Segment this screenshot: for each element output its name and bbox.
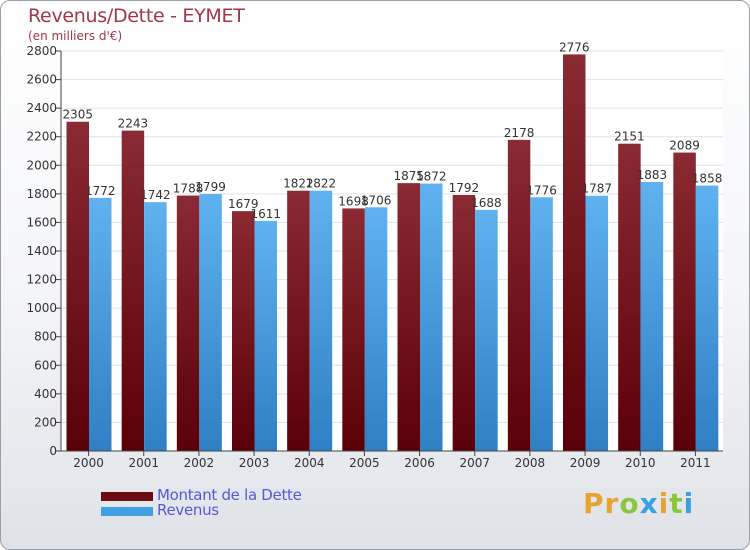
logo-letter: P — [583, 487, 605, 520]
data-label: 1742 — [140, 188, 171, 202]
y-tick-label: 2600 — [26, 73, 57, 87]
data-label: 1698 — [338, 194, 369, 208]
data-label: 1679 — [228, 197, 259, 211]
data-label: 1872 — [416, 170, 447, 184]
dette-bar — [232, 211, 255, 451]
logo-letter: i — [683, 487, 695, 520]
x-tick-label: 2001 — [128, 456, 159, 470]
revenus-bar — [309, 190, 333, 451]
legend-swatch-revenus — [101, 507, 153, 516]
data-label: 2089 — [669, 139, 700, 153]
revenus-bar — [420, 183, 443, 452]
data-label: 1875 — [393, 169, 424, 183]
y-tick-label: 2200 — [26, 130, 57, 144]
data-label: 2305 — [62, 108, 93, 122]
data-label: 1688 — [471, 196, 502, 210]
logo-letter: t — [669, 487, 684, 520]
legend-label-dette: Montant de la Dette — [157, 486, 302, 504]
y-tick-label: 1400 — [26, 244, 57, 258]
data-label: 1822 — [306, 177, 337, 191]
data-label: 1787 — [581, 182, 612, 196]
x-tick-label: 2011 — [680, 456, 711, 470]
data-label: 1611 — [250, 207, 281, 221]
labels: 0 200 400 600 800 1000 1200 1400 1600 1800 2000 220… — [26, 40, 722, 470]
revenus-bar — [640, 182, 664, 451]
data-label: 1792 — [449, 181, 480, 195]
revenus-bar — [530, 197, 553, 451]
legend-swatch-dette — [101, 492, 153, 501]
y-tick-label: 2000 — [26, 158, 57, 172]
x-tick-label: 2008 — [515, 456, 546, 470]
y-tick-label: 600 — [34, 358, 57, 372]
chart-subtitle: (en milliers d'€) — [28, 29, 123, 43]
data-label: 1858 — [692, 172, 723, 186]
x-tick-label: 2004 — [294, 456, 325, 470]
data-label: 1772 — [85, 184, 116, 198]
logo-letter: o — [619, 487, 640, 520]
y-tick-label: 0 — [49, 444, 57, 458]
data-label: 1776 — [526, 183, 557, 197]
data-label: 2243 — [118, 117, 149, 131]
dette-bar — [563, 54, 586, 452]
dette-bar — [507, 139, 531, 451]
y-tick-label: 2400 — [26, 101, 57, 115]
x-tick-label: 2005 — [349, 456, 380, 470]
x-tick-label: 2002 — [184, 456, 215, 470]
bars — [66, 54, 719, 452]
dette-bar — [121, 130, 145, 452]
y-tick-label: 1200 — [26, 273, 57, 287]
revenus-bar — [89, 197, 112, 451]
axes — [56, 50, 723, 456]
data-label: 2151 — [614, 130, 645, 144]
dette-bar — [452, 195, 476, 451]
legend-label-revenus: Revenus — [157, 501, 219, 519]
logo-letter: i — [658, 487, 670, 520]
logo-letter: x — [639, 487, 659, 520]
dette-bar — [287, 190, 310, 451]
y-tick-label: 200 — [34, 415, 57, 429]
chart-title: Revenus/Dette - EYMET — [28, 5, 245, 27]
data-label: 1883 — [637, 168, 668, 182]
data-label: 2776 — [559, 40, 590, 54]
revenus-bar — [199, 194, 222, 451]
dette-bar — [342, 208, 365, 451]
proxiti-logo: Proxiti — [583, 487, 694, 520]
dette-bar — [66, 121, 89, 451]
y-tick-label: 2800 — [26, 44, 57, 58]
x-tick-label: 2010 — [625, 456, 656, 470]
revenus-bar — [254, 220, 277, 451]
revenus-bar — [475, 209, 498, 451]
data-label: 1799 — [195, 180, 226, 194]
logo-letter: r — [604, 487, 620, 520]
dette-bar — [618, 143, 641, 451]
x-tick-label: 2000 — [73, 456, 104, 470]
x-tick-label: 2003 — [239, 456, 270, 470]
y-tick-label: 800 — [34, 330, 57, 344]
revenus-bar — [144, 202, 167, 451]
dette-bar — [176, 195, 200, 451]
data-label: 1788 — [173, 182, 204, 196]
x-tick-label: 2006 — [404, 456, 435, 470]
dette-bar — [397, 183, 420, 451]
data-label: 1822 — [283, 177, 314, 191]
x-tick-label: 2007 — [459, 456, 490, 470]
data-label: 1706 — [361, 193, 392, 207]
revenus-bar — [695, 185, 719, 452]
dette-bar — [673, 152, 696, 452]
y-tick-label: 400 — [34, 387, 57, 401]
data-label: 2178 — [504, 126, 535, 140]
x-tick-label: 2009 — [570, 456, 601, 470]
y-tick-label: 1000 — [26, 301, 57, 315]
revenus-bar — [364, 207, 388, 451]
y-tick-label: 1600 — [26, 215, 57, 229]
revenus-bar — [585, 195, 608, 451]
gridlines — [61, 50, 723, 452]
y-tick-label: 1800 — [26, 187, 57, 201]
